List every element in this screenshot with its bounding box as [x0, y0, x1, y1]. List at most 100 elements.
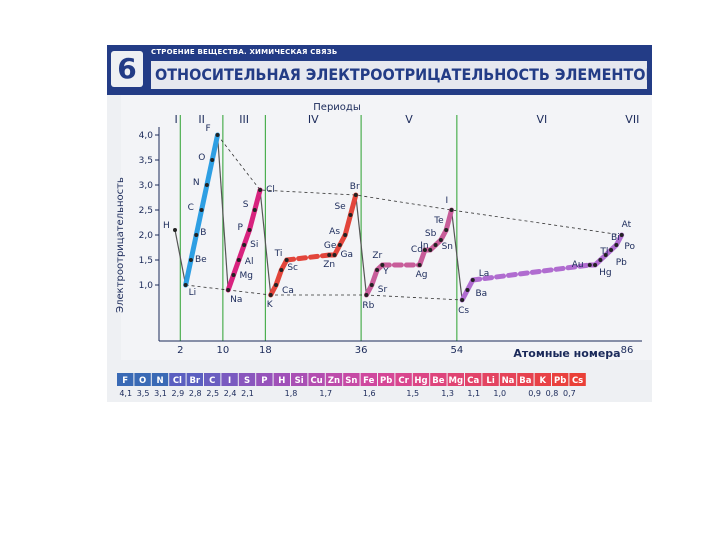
data-point — [252, 208, 257, 212]
data-point — [433, 243, 438, 247]
element-label: N — [193, 178, 200, 188]
strip-cell — [273, 373, 290, 386]
strip-element-symbol: Cr — [398, 376, 409, 386]
strip-cell — [117, 373, 134, 386]
strip-element-symbol: O — [139, 376, 146, 386]
strip-value: 1,6 — [363, 389, 376, 398]
strip-value: 1,7 — [319, 389, 332, 398]
maxima-guide-line — [217, 134, 622, 236]
strip-element-symbol: Cu — [310, 376, 322, 386]
data-point — [274, 283, 279, 287]
strip-cell — [151, 373, 169, 386]
element-label: I — [446, 196, 449, 206]
data-point — [236, 258, 241, 262]
element-label: Sc — [287, 263, 298, 273]
data-point — [603, 253, 608, 257]
strip-value: 0,9 — [528, 389, 541, 398]
element-label: F — [206, 124, 211, 134]
strip-cell — [499, 373, 517, 386]
data-point — [226, 288, 231, 292]
data-point — [449, 208, 454, 212]
element-label: Be — [195, 255, 207, 265]
strip-element-symbol: Li — [486, 376, 494, 386]
strip-value: 2,5 — [206, 389, 219, 398]
element-label: O — [198, 153, 205, 163]
series-line-segment — [188, 232, 199, 263]
y-tick-label: 2,0 — [139, 231, 154, 241]
series-line-segment — [183, 257, 194, 288]
data-point — [194, 233, 199, 237]
chart-frame — [121, 95, 652, 360]
series-line-segment — [284, 252, 332, 263]
strip-element-symbol: Mg — [449, 376, 464, 386]
period-label: VI — [537, 113, 548, 126]
strip-cell — [517, 373, 534, 386]
element-label: B — [200, 228, 206, 238]
period-drop-line — [450, 209, 463, 301]
strip-element-symbol: Pb — [380, 376, 392, 386]
strip-value: 1,3 — [441, 389, 454, 398]
series-line-segment — [369, 267, 380, 288]
strip-cell — [534, 373, 551, 386]
strip-cell — [569, 373, 586, 386]
element-label: Ba — [475, 289, 487, 299]
strip-element-symbol: Zn — [328, 376, 340, 386]
poster-title: ОТНОСИТЕЛЬНАЯ ЭЛЕКТРООТРИЦАТЕЛЬНОСТЬ ЭЛЕ… — [151, 61, 647, 89]
element-label: S — [243, 200, 249, 210]
period-label: IV — [308, 113, 319, 126]
data-point — [173, 228, 177, 232]
element-label: Se — [334, 202, 346, 212]
axes: 1,0 1,5 2,0 2,5 3,0 3,5 4,0 Электроотрицательно… — [115, 127, 642, 360]
element-label: In — [420, 241, 428, 251]
strip-element-symbol: N — [156, 376, 163, 386]
strip-cell — [395, 373, 412, 386]
strip-element-symbol: Be — [432, 376, 444, 386]
element-label: K — [267, 300, 274, 310]
element-label: Sb — [425, 229, 437, 239]
poster-header: 6 СТРОЕНИЕ ВЕЩЕСТВА. ХИМИЧЕСКАЯ СВЯЗЬ ОТ… — [107, 45, 652, 95]
element-label: Br — [350, 182, 360, 192]
strip-element-symbol: Cs — [572, 376, 583, 386]
element-label: C — [188, 203, 194, 213]
element-label: Cd — [411, 245, 423, 255]
x-tick-label: 2 — [177, 345, 183, 356]
element-label: Tl — [599, 247, 608, 257]
data-point — [417, 263, 422, 267]
period-drop-line — [174, 229, 187, 286]
data-point — [268, 293, 273, 297]
data-point — [284, 258, 289, 262]
y-tick-label: 3,0 — [139, 181, 154, 191]
data-point — [199, 208, 204, 212]
element-label: Te — [433, 216, 444, 226]
element-label: Bi — [611, 233, 620, 243]
series-line-segment — [443, 207, 455, 233]
strip-cell — [430, 373, 447, 386]
series-points — [173, 133, 624, 302]
series-line-segment — [273, 267, 284, 288]
strip-element-symbol: Sn — [345, 376, 357, 386]
series-line-segment — [230, 257, 242, 278]
electronegativity-strip: F O N Cl Br C I S P H Si Cu Zn Sn Fe Pb Cr Hg Be Mg Ca Li Na Ba… — [117, 373, 586, 398]
period-drop-line — [216, 134, 229, 291]
element-label: Ti — [274, 249, 283, 259]
periods-title: Периоды — [313, 102, 360, 113]
element-label: Sr — [378, 285, 388, 295]
strip-element-symbol: Fe — [363, 376, 374, 386]
data-point — [231, 273, 236, 277]
data-point — [247, 228, 252, 232]
element-labels: Li Be B C N O F Na Mg Al Si P S Cl K Ca Sc Ti Zn Ga Ge As Se Br… — [163, 124, 635, 316]
strip-cell — [378, 373, 395, 386]
data-point — [210, 158, 215, 162]
data-point — [422, 248, 427, 252]
x-tick-label: 86 — [621, 345, 634, 356]
strip-cell — [256, 373, 273, 386]
element-label: Zn — [323, 260, 335, 270]
period-drop-line — [355, 194, 368, 296]
data-point — [598, 258, 603, 262]
strip-value: 1,0 — [493, 389, 506, 398]
x-axis-title: Атомные номера — [513, 347, 620, 360]
data-point — [593, 263, 598, 267]
element-label: Ge — [324, 241, 337, 251]
series-line-segment — [342, 212, 353, 238]
